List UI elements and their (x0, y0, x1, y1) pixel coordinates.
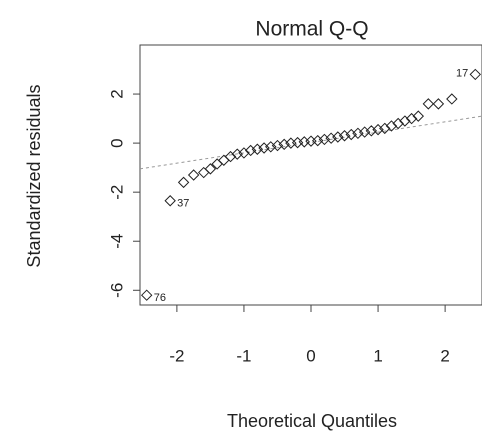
point (405, 112, 418, 125)
point (187, 169, 200, 181)
x-tick-label: 2 (440, 346, 449, 365)
point (332, 131, 344, 143)
point (238, 147, 250, 159)
point (140, 289, 153, 301)
y-tick-label: 2 (107, 89, 126, 98)
point (345, 128, 357, 141)
point (258, 142, 270, 154)
point-label: 37 (177, 198, 189, 210)
point (422, 98, 435, 110)
point (372, 123, 384, 136)
chart-title: Normal Q-Q (255, 18, 368, 41)
point (432, 98, 445, 110)
point (338, 130, 351, 142)
point (311, 134, 324, 147)
point (177, 176, 190, 189)
x-axis-label: Theoretical Quantiles (227, 411, 397, 431)
point (385, 120, 398, 132)
point (365, 125, 378, 137)
y-tick-label: -6 (107, 283, 126, 298)
point (352, 127, 364, 140)
point (298, 136, 311, 148)
point (358, 126, 371, 138)
point (392, 117, 404, 130)
point (218, 154, 230, 166)
x-tick-label: 1 (373, 346, 382, 365)
plot-frame (139, 44, 482, 306)
x-tick-label: 0 (306, 346, 315, 365)
reference-line (139, 115, 482, 170)
x-tick-label: -1 (236, 346, 251, 365)
point (244, 144, 257, 157)
point (379, 122, 391, 135)
y-tick-label: -4 (107, 234, 126, 249)
y-tick-label: 0 (107, 138, 126, 147)
point (325, 132, 337, 144)
point-label: 17 (456, 67, 468, 79)
point (224, 150, 237, 163)
y-tick-label: -2 (107, 185, 126, 200)
point (231, 148, 243, 160)
point (278, 138, 290, 151)
point (469, 68, 482, 81)
point (271, 139, 284, 152)
point (399, 115, 411, 127)
x-tick-label: -2 (169, 346, 184, 365)
point (291, 136, 304, 149)
point (446, 93, 458, 105)
point (265, 141, 277, 153)
point (204, 163, 217, 175)
point (251, 143, 264, 155)
point (318, 133, 331, 146)
point-label: 76 (154, 292, 166, 304)
point (412, 110, 425, 122)
point (305, 135, 317, 147)
point (164, 195, 176, 207)
y-axis-label: Standardized residuals (24, 84, 44, 267)
point (197, 166, 210, 179)
